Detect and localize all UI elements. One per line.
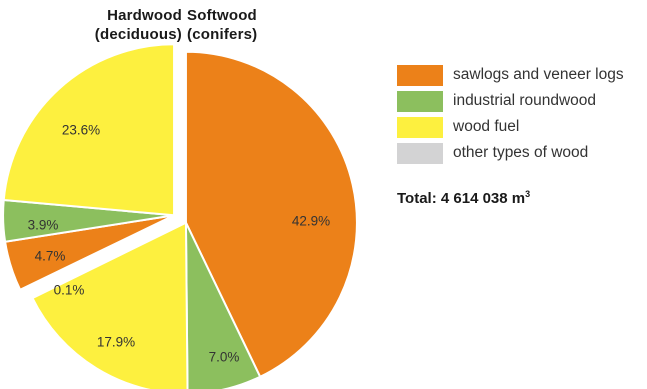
- legend-swatch-other: [397, 142, 443, 164]
- legend-item-industrial: industrial roundwood: [397, 90, 624, 112]
- slice-value-label: 42.9%: [292, 214, 330, 229]
- total-text: Total: 4 614 038 m: [397, 190, 526, 207]
- slice-value-label: 17.9%: [97, 335, 135, 350]
- pie-slice-hardwood-wood-fuel: [2, 43, 176, 217]
- hardwood-slice-group: [2, 43, 176, 293]
- legend-label-other: other types of wood: [453, 144, 589, 161]
- total-unit-superscript: 3: [525, 189, 531, 199]
- softwood-group-label: Softwood (conifers): [187, 7, 258, 43]
- slice-value-label: 3.9%: [28, 218, 59, 233]
- legend-label-sawlogs: sawlogs and veneer logs: [453, 66, 624, 83]
- legend-item-other: other types of wood: [397, 142, 624, 164]
- slice-value-label: 7.0%: [209, 350, 240, 365]
- pie-slice-softwood-wood-fuel: [31, 221, 189, 389]
- legend-item-woodfuel: wood fuel: [397, 116, 624, 138]
- legend-label-woodfuel: wood fuel: [453, 118, 520, 135]
- legend-swatch-industrial: [397, 90, 443, 112]
- slice-value-label: 23.6%: [62, 123, 100, 138]
- legend-swatch-woodfuel: [397, 116, 443, 138]
- hardwood-group-label: Hardwood (deciduous): [94, 7, 182, 43]
- total-volume: Total: 4 614 038 m3: [397, 189, 530, 207]
- softwood-slice-group: [31, 50, 358, 389]
- pie-slice-softwood-industrial-roundwood: [184, 222, 262, 389]
- legend-swatch-sawlogs: [397, 64, 443, 86]
- legend: sawlogs and veneer logs industrial round…: [397, 64, 624, 168]
- slice-value-label: 0.1%: [54, 283, 85, 298]
- legend-label-industrial: industrial roundwood: [453, 92, 597, 109]
- legend-item-sawlogs: sawlogs and veneer logs: [397, 64, 624, 86]
- slice-value-label: 4.7%: [35, 249, 66, 264]
- pie-slice-softwood-sawlogs-and-veneer-logs: [184, 50, 358, 379]
